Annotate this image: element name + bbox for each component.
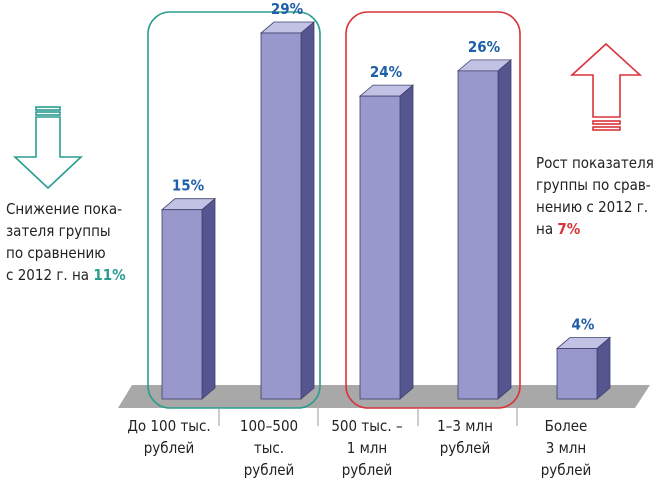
decrease-line: зателя группы xyxy=(6,222,111,240)
data-label: 24% xyxy=(370,63,403,81)
data-label: 26% xyxy=(468,38,501,56)
decrease-line: по сравнению xyxy=(6,244,106,262)
category-label: Более 3 млн рублей xyxy=(541,417,592,479)
bar-side xyxy=(201,197,216,400)
category-label-line: 500 тыс. – xyxy=(331,417,403,435)
bar xyxy=(456,59,513,400)
category-label-line: рублей xyxy=(541,461,592,479)
increase-line: нению с 2012 г. xyxy=(536,198,649,216)
category-label-line: 100–500 xyxy=(240,417,298,435)
category-label-line: рублей xyxy=(342,461,393,479)
category-label: 1–3 млн рублей xyxy=(437,417,493,457)
category-label-line: рублей xyxy=(440,439,491,457)
bar-front xyxy=(556,348,598,400)
bar-side xyxy=(497,59,512,400)
category-label-line: рублей xyxy=(244,461,295,479)
category-label-line: Более xyxy=(545,417,588,435)
increase-percent: 7% xyxy=(557,220,581,238)
bar-side xyxy=(399,84,414,400)
decrease-line: Снижение пока- xyxy=(6,200,123,218)
bar-side xyxy=(596,336,611,400)
data-label: 15% xyxy=(172,177,205,195)
category-label: 500 тыс. – 1 млн рублей xyxy=(331,417,403,479)
decrease-line-text: с 2012 г. на xyxy=(6,266,90,284)
category-label-line: 1–3 млн xyxy=(437,417,493,435)
arrow-down-icon xyxy=(12,106,84,190)
category-label-line: рублей xyxy=(144,439,195,457)
bar-side xyxy=(300,21,315,400)
category-label-line: 3 млн xyxy=(546,439,587,457)
category-label-line: 1 млн xyxy=(347,439,388,457)
bar-front xyxy=(457,70,499,400)
category-label-line: До 100 тыс. xyxy=(127,417,210,435)
arrow-up-icon xyxy=(569,42,643,131)
bar xyxy=(358,84,415,400)
bar-front xyxy=(260,32,302,400)
decrease-percent: 11% xyxy=(93,266,126,284)
bar-front xyxy=(161,209,203,400)
increase-line: Рост показателя xyxy=(536,154,654,172)
decrease-annotation: Снижение пока- зателя группы по сравнени… xyxy=(6,198,126,286)
category-label: До 100 тыс. рублей xyxy=(127,417,210,457)
bar xyxy=(259,21,316,400)
increase-line-text: на xyxy=(536,220,554,238)
increase-line: на 7% xyxy=(536,218,654,240)
category-label-line: тыс. xyxy=(254,439,284,457)
increase-annotation: Рост показателя группы по срав- нению с … xyxy=(536,152,654,240)
bar xyxy=(160,197,217,400)
decrease-line: с 2012 г. на 11% xyxy=(6,264,126,286)
data-label: 29% xyxy=(271,0,304,18)
decrease-group-frame xyxy=(147,11,321,409)
category-label: 100–500 тыс. рублей xyxy=(240,417,298,479)
increase-group-frame xyxy=(345,11,521,409)
increase-line: группы по срав- xyxy=(536,176,651,194)
bar-front xyxy=(359,95,401,400)
data-label: 4% xyxy=(572,316,595,334)
bar xyxy=(555,336,612,400)
